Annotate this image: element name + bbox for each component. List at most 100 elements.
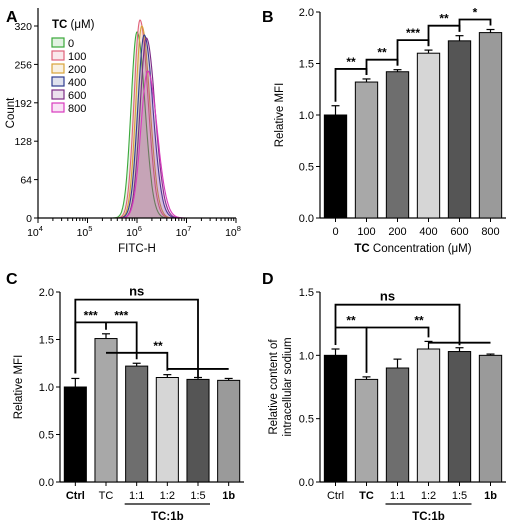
significance-label: ** (346, 55, 356, 69)
x-tick-label: 1:1 (129, 490, 144, 502)
bar (416, 348, 441, 483)
bar (354, 378, 379, 483)
panel-a-histogram: 0 64 128 192 256 320 104 105 106 107 108 FITC-H Coun… (5, 8, 241, 255)
bar (416, 52, 441, 219)
bar (94, 338, 118, 483)
y-tick-label: 64 (20, 175, 32, 187)
x-tick-label: 1:2 (160, 490, 175, 502)
legend-swatch (51, 76, 65, 87)
bar (447, 40, 472, 219)
significance-label: * (473, 6, 478, 20)
x-tick-label: 1b (484, 490, 497, 502)
significance-bracket (366, 326, 430, 338)
x-tick-label: 1:5 (452, 490, 467, 502)
y-axis-title-line1: Relative content of (268, 339, 280, 435)
bar (385, 367, 410, 483)
y-axis-title: Count (5, 97, 17, 128)
significance-bracket (106, 321, 138, 360)
y-tick-label: 0.0 (299, 477, 314, 489)
y-tick-label: 256 (14, 59, 32, 71)
significance-label: *** (84, 308, 98, 322)
legend-label: 600 (68, 90, 86, 102)
x-axis-title: TC Concentration (μM) (354, 243, 471, 255)
y-axis-title: Relative MFI (13, 355, 25, 420)
legend-label: 800 (68, 103, 86, 115)
x-tick-label: 105 (77, 224, 93, 239)
panel-d-letter: D (262, 271, 274, 288)
x-tick-label: Ctrl (66, 490, 85, 502)
bar (186, 378, 210, 483)
y-tick-label: 2.0 (39, 287, 54, 299)
legend-title: TC (μM) (52, 19, 95, 31)
x-axis-title: FITC-H (118, 243, 156, 255)
bar (323, 354, 348, 483)
significance-bracket (74, 321, 107, 374)
significance-label: ** (377, 46, 387, 60)
significance-label: ** (346, 313, 356, 327)
y-tick-label: 0.0 (299, 213, 314, 225)
y-tick-label: 128 (14, 136, 32, 148)
legend-label: 400 (68, 77, 86, 89)
significance-label: ** (439, 12, 449, 26)
x-tick-label: 1b (222, 490, 235, 502)
significance-label: ** (153, 339, 163, 353)
x-tick-label: 108 (225, 224, 241, 239)
x-tick-label: 600 (450, 226, 468, 238)
x-tick-label: 100 (357, 226, 375, 238)
y-axis-title: Relative MFI (274, 83, 286, 148)
y-tick-label: 0 (26, 213, 32, 225)
significance-label: *** (114, 308, 128, 322)
legend-swatch (51, 37, 65, 48)
bar (478, 32, 503, 219)
panel-b-letter: B (262, 9, 274, 26)
legend-swatch (51, 50, 65, 61)
x-tick-label: 1:5 (190, 490, 205, 502)
x-tick-label: 400 (419, 226, 437, 238)
bar (447, 351, 472, 483)
bar (323, 114, 348, 219)
x-tick-label: 0 (332, 226, 338, 238)
y-tick-label: 1.0 (299, 350, 314, 362)
y-tick-label: 1.5 (299, 287, 314, 299)
y-tick-label: 1.0 (299, 110, 314, 122)
ns-label: ns (129, 284, 144, 299)
x-tick-label: 107 (176, 224, 192, 239)
significance-label: *** (406, 26, 420, 40)
bar (125, 365, 149, 483)
legend-label: 200 (68, 64, 86, 76)
y-tick-label: 1.0 (39, 382, 54, 394)
x-tick-label: 104 (27, 224, 43, 239)
y-axis-title-line2: intracellular sodium (282, 337, 294, 436)
x-tick-label: 106 (126, 224, 142, 239)
ns-label: ns (380, 289, 395, 304)
panel-c-bar-chart: 0.0 0.5 1.0 1.5 2.0 Ctrl TC 1:1 1:2 1:5 1b Relative… (13, 284, 244, 523)
significance-label: ** (414, 313, 424, 327)
bar (155, 377, 179, 483)
legend-label: 0 (68, 38, 74, 50)
legend-swatch (51, 89, 65, 100)
y-tick-label: 2.0 (299, 7, 314, 19)
y-tick-label: 0.5 (39, 430, 54, 442)
bar (478, 354, 503, 483)
y-tick-label: 1.5 (39, 335, 54, 347)
group-label: TC:1b (412, 511, 445, 523)
x-tick-label: 800 (481, 226, 499, 238)
y-tick-label: 0.0 (39, 477, 54, 489)
x-tick-label: TC (99, 490, 114, 502)
y-tick-label: 1.5 (299, 59, 314, 71)
significance-bracket (458, 18, 492, 32)
bar (385, 71, 410, 219)
x-tick-label: 1:2 (421, 490, 436, 502)
x-tick-label: 200 (388, 226, 406, 238)
legend-label: 100 (68, 51, 86, 63)
legend-swatch (51, 63, 65, 74)
x-tick-label: TC (359, 490, 374, 502)
group-label: TC:1b (151, 511, 184, 523)
x-tick-label: Ctrl (327, 490, 344, 502)
panel-b-bar-chart: 0.0 0.5 1.0 1.5 2.0 0 100 200 400 600 800 TC Concen… (274, 6, 506, 255)
panel-c-letter: C (6, 271, 18, 288)
ns-bracket (334, 303, 461, 346)
bar (217, 379, 241, 483)
panel-a-letter: A (6, 9, 18, 26)
